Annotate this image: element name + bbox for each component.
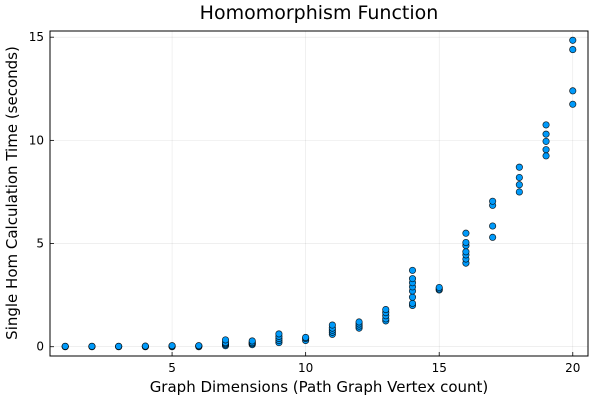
data-point xyxy=(168,342,176,350)
y-tick-label: 15 xyxy=(29,30,44,44)
x-tick-label: 10 xyxy=(298,361,313,375)
data-point xyxy=(542,130,550,138)
data-point xyxy=(302,333,310,341)
data-point xyxy=(408,275,417,283)
data-point xyxy=(542,137,550,145)
data-point xyxy=(569,100,577,108)
data-point xyxy=(569,36,577,44)
data-point xyxy=(515,163,523,171)
data-point xyxy=(141,342,149,350)
data-point xyxy=(515,181,523,189)
data-point xyxy=(61,342,69,350)
data-point xyxy=(515,188,523,196)
data-point xyxy=(569,87,577,95)
chart-title: Homomorphism Function xyxy=(200,2,439,24)
data-point xyxy=(408,293,417,301)
data-point xyxy=(462,238,470,247)
data-point xyxy=(221,336,230,344)
data-point xyxy=(328,321,336,329)
data-point xyxy=(275,330,283,338)
data-point xyxy=(542,152,550,160)
grid-layer xyxy=(50,31,588,356)
data-point xyxy=(515,173,523,182)
y-tick-label: 0 xyxy=(36,340,44,354)
data-point xyxy=(248,337,256,345)
data-point xyxy=(462,248,470,256)
data-point xyxy=(542,121,550,129)
data-point xyxy=(489,197,497,205)
data-point xyxy=(88,342,96,350)
data-point xyxy=(355,318,363,326)
x-tick-label: 5 xyxy=(168,361,176,375)
data-point xyxy=(489,233,497,241)
data-point xyxy=(462,229,470,237)
data-point xyxy=(115,342,123,350)
data-point xyxy=(569,46,577,54)
data-point xyxy=(542,146,550,154)
plot-frame xyxy=(49,30,589,357)
data-point xyxy=(489,222,497,230)
data-point xyxy=(435,283,443,292)
x-axis-label: Graph Dimensions (Path Graph Vertex coun… xyxy=(150,378,489,396)
y-axis-label: Single Hom Calculation Time (seconds) xyxy=(3,46,21,340)
y-tick-label: 5 xyxy=(36,237,44,251)
x-tick-label: 20 xyxy=(565,361,580,375)
data-point xyxy=(195,342,203,350)
y-tick-label: 10 xyxy=(29,133,44,147)
data-point xyxy=(408,266,417,274)
data-point xyxy=(382,306,390,314)
point-layer xyxy=(61,36,577,351)
tick-layer: 5 10 15 20 0 5 10 15 xyxy=(29,30,581,375)
data-point xyxy=(408,299,417,307)
x-tick-label: 15 xyxy=(432,361,447,375)
